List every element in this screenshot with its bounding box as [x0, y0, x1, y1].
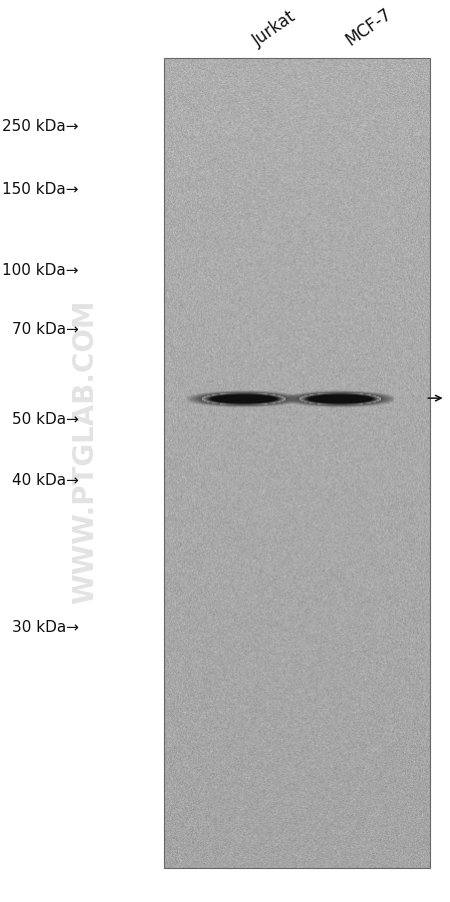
- Text: 50 kDa→: 50 kDa→: [12, 412, 79, 427]
- Text: 40 kDa→: 40 kDa→: [12, 473, 79, 487]
- Text: 70 kDa→: 70 kDa→: [12, 322, 79, 336]
- Text: 150 kDa→: 150 kDa→: [2, 182, 79, 197]
- Text: MCF-7: MCF-7: [342, 5, 395, 50]
- Bar: [164, 59, 430, 868]
- Text: 250 kDa→: 250 kDa→: [2, 119, 79, 133]
- Text: 100 kDa→: 100 kDa→: [2, 263, 79, 278]
- Text: 30 kDa→: 30 kDa→: [12, 620, 79, 634]
- Text: Jurkat: Jurkat: [250, 7, 300, 50]
- Text: WWW.PTGLAB.COM: WWW.PTGLAB.COM: [72, 299, 99, 603]
